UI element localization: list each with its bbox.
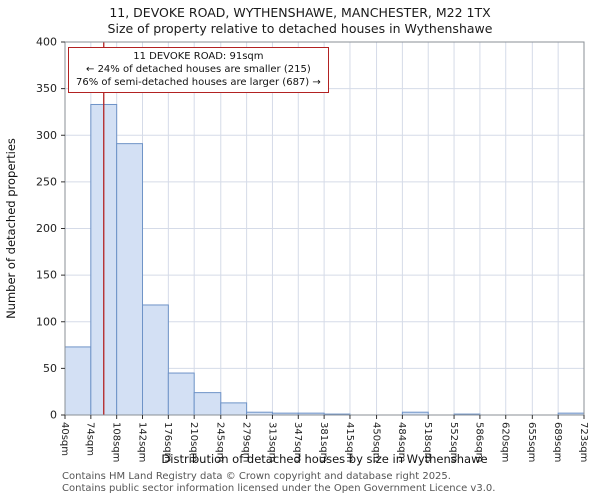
x-axis-label: Distribution of detached houses by size … — [161, 452, 487, 466]
annotation-property-line: 11 DEVOKE ROAD: 91sqm — [133, 51, 264, 62]
x-tick-label: 279sqm — [240, 422, 251, 462]
histogram-bar — [193, 392, 222, 416]
x-tick-label: 620sqm — [500, 422, 511, 462]
x-tick-label: 313sqm — [266, 422, 277, 462]
chart-subtitle: Size of property relative to detached ho… — [107, 21, 493, 37]
x-tick-label: 655sqm — [526, 422, 537, 462]
annotation-smaller-line: ← 24% of detached houses are smaller (21… — [86, 64, 311, 76]
y-tick-label: 150 — [36, 269, 57, 282]
x-tick-label: 74sqm — [85, 422, 96, 456]
x-tick-label: 518sqm — [422, 422, 433, 462]
x-tick-label: 40sqm — [59, 422, 70, 456]
y-tick-label: 200 — [36, 222, 57, 235]
x-tick-label: 108sqm — [110, 422, 121, 462]
x-tick-label: 552sqm — [448, 422, 459, 462]
x-tick-label: 689sqm — [552, 422, 563, 462]
x-tick-label: 210sqm — [188, 422, 199, 462]
annotation-larger-line: 76% of semi-detached houses are larger (… — [76, 77, 321, 89]
x-tick-label: 415sqm — [344, 422, 355, 462]
histogram-bar — [220, 402, 248, 416]
x-tick-label: 586sqm — [474, 422, 485, 462]
x-tick-label: 245sqm — [215, 422, 226, 462]
footer-copyright-line: Contains HM Land Registry data © Crown c… — [62, 471, 451, 482]
y-axis-label: Number of detached properties — [4, 138, 18, 319]
chart-title: 11, DEVOKE ROAD, WYTHENSHAWE, MANCHESTER… — [109, 5, 491, 20]
chart-title-block: 11, DEVOKE ROAD, WYTHENSHAWE, MANCHESTER… — [0, 5, 600, 38]
x-tick-label: 450sqm — [370, 422, 381, 462]
x-tick-label: 142sqm — [136, 422, 147, 462]
y-tick-label: 400 — [36, 36, 57, 49]
x-tick-label: 723sqm — [578, 422, 589, 462]
y-tick-label: 0 — [50, 409, 57, 422]
histogram-bar — [167, 372, 195, 416]
y-tick-label: 50 — [43, 362, 57, 375]
y-tick-label: 350 — [36, 82, 57, 95]
y-tick-label: 250 — [36, 175, 57, 188]
histogram-bar — [116, 143, 144, 416]
x-tick-label: 484sqm — [396, 422, 407, 462]
y-tick-label: 100 — [36, 315, 57, 328]
histogram-bar — [142, 304, 169, 416]
histogram-bar — [64, 346, 92, 416]
footer: Contains HM Land Registry data © Crown c… — [62, 471, 592, 495]
footer-licence-line: Contains public sector information licen… — [62, 482, 496, 494]
x-tick-label: 347sqm — [292, 422, 303, 462]
marker-annotation-box: 11 DEVOKE ROAD: 91sqm ← 24% of detached … — [68, 47, 329, 93]
x-tick-label: 381sqm — [318, 422, 329, 462]
x-tick-label: 176sqm — [162, 422, 173, 462]
y-tick-label: 300 — [36, 129, 57, 142]
